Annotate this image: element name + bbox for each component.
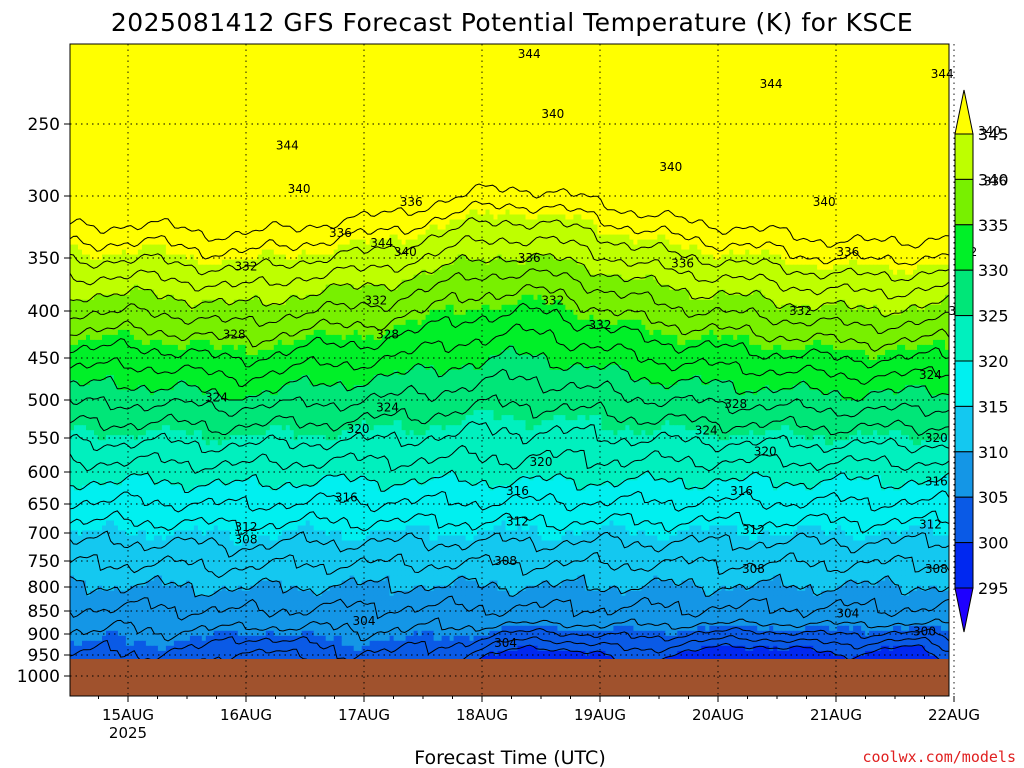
contour-label: 344 <box>518 47 541 61</box>
contour-label: 328 <box>376 328 399 342</box>
x-tick-label: 19AUG <box>574 706 626 724</box>
x-tick-label: 15AUG <box>102 706 154 724</box>
colorbar-segment <box>955 406 973 451</box>
colorbar-label: 335 <box>978 216 1009 235</box>
x-tick-label: 22AUG <box>928 706 980 724</box>
colorbar-label: 295 <box>978 579 1009 598</box>
contour-label: 316 <box>730 484 753 498</box>
colorbar-label: 315 <box>978 397 1009 416</box>
colorbar-label: 300 <box>978 534 1009 553</box>
contour-label: 328 <box>223 328 246 342</box>
contour-label: 332 <box>789 304 812 318</box>
contour-label: 320 <box>347 422 370 436</box>
contour-label: 332 <box>235 259 258 273</box>
colorbar-segment <box>955 270 973 315</box>
terrain-below-ground <box>70 659 949 696</box>
y-tick-label: 750 <box>28 552 60 572</box>
colorbar: 345 340 335 330 325 320 315 310 305 300 295 <box>955 90 1009 632</box>
contour-label: 332 <box>541 293 564 307</box>
y-tick-label: 850 <box>28 602 60 622</box>
y-tick-label: 550 <box>28 429 60 449</box>
contour-label: 316 <box>335 491 358 505</box>
contour-label: 324 <box>205 390 228 404</box>
colorbar-label: 320 <box>978 352 1009 371</box>
colorbar-segment <box>955 134 973 179</box>
contour-label: 300 <box>913 625 936 639</box>
contour-label: 336 <box>400 195 423 209</box>
y-tick-label: 650 <box>28 495 60 515</box>
contour-label: 320 <box>925 431 948 445</box>
contour-label: 336 <box>518 251 541 265</box>
colorbar-segment <box>955 225 973 270</box>
contour-label: 344 <box>276 139 299 153</box>
y-tick-label: 300 <box>28 187 60 207</box>
contour-label: 324 <box>919 368 942 382</box>
y-tick-label: 900 <box>28 625 60 645</box>
chart-title: 2025081412 GFS Forecast Potential Temper… <box>111 8 913 37</box>
colorbar-label: 345 <box>978 125 1009 144</box>
contour-label: 312 <box>742 523 765 537</box>
contour-label: 344 <box>370 236 393 250</box>
x-axis-label: Forecast Time (UTC) <box>414 747 605 768</box>
x-year-label: 2025 <box>109 724 147 742</box>
y-tick-label: 950 <box>28 646 60 666</box>
contour-label: 332 <box>364 293 387 307</box>
colorbar-label: 325 <box>978 307 1009 326</box>
contour-label: 312 <box>919 517 942 531</box>
colorbar-segment <box>955 497 973 542</box>
contour-label: 308 <box>742 562 765 576</box>
x-tick-label: 18AUG <box>456 706 508 724</box>
y-tick-label: 800 <box>28 578 60 598</box>
colorbar-label: 330 <box>978 261 1009 280</box>
y-tick-label: 700 <box>28 524 60 544</box>
credit-text: coolwx.com/models <box>862 748 1016 766</box>
colorbar-segment <box>955 543 973 588</box>
y-tick-label: 350 <box>28 249 60 269</box>
contour-label: 304 <box>494 636 517 650</box>
contour-label: 308 <box>925 562 948 576</box>
y-tick-label: 450 <box>28 349 60 369</box>
contour-label: 340 <box>541 107 564 121</box>
contour-label: 332 <box>589 318 612 332</box>
contour-label: 340 <box>659 160 682 174</box>
contour-label: 344 <box>760 77 783 91</box>
x-tick-label: 21AUG <box>810 706 862 724</box>
contour-label: 340 <box>813 195 836 209</box>
y-tick-label: 400 <box>28 302 60 322</box>
contour-label: 336 <box>329 226 352 240</box>
contour-label: 316 <box>925 475 948 489</box>
contour-label: 320 <box>754 445 777 459</box>
contour-label: 340 <box>394 245 417 259</box>
y-tick-label: 250 <box>28 115 60 135</box>
colorbar-label: 310 <box>978 443 1009 462</box>
contour-label: 336 <box>836 245 859 259</box>
contour-label: 320 <box>530 455 553 469</box>
colorbar-label: 305 <box>978 488 1009 507</box>
colorbar-segment <box>955 179 973 224</box>
colorbar-segment <box>955 361 973 406</box>
contour-label: 324 <box>376 401 399 415</box>
contour-label: 336 <box>671 256 694 270</box>
contour-label: 304 <box>836 606 859 620</box>
x-tick-label: 16AUG <box>220 706 272 724</box>
contour-label: 340 <box>288 182 311 196</box>
contour-label: 344 <box>931 67 954 81</box>
colorbar-segment <box>955 316 973 361</box>
contour-label: 316 <box>506 484 529 498</box>
x-tick-label: 20AUG <box>692 706 744 724</box>
contour-label: 308 <box>235 533 258 547</box>
colorbar-segment <box>955 452 973 497</box>
y-tick-label: 1000 <box>17 667 60 687</box>
colorbar-label: 340 <box>978 170 1009 189</box>
contour-label: 328 <box>724 397 747 411</box>
x-tick-label: 17AUG <box>338 706 390 724</box>
contour-label: 308 <box>494 554 517 568</box>
contour-label: 312 <box>506 514 529 528</box>
contour-label: 324 <box>695 423 718 437</box>
chart: 2025081412 GFS Forecast Potential Temper… <box>0 0 1024 768</box>
y-tick-label: 500 <box>28 391 60 411</box>
y-tick-label: 600 <box>28 463 60 483</box>
contour-label: 304 <box>353 614 376 628</box>
